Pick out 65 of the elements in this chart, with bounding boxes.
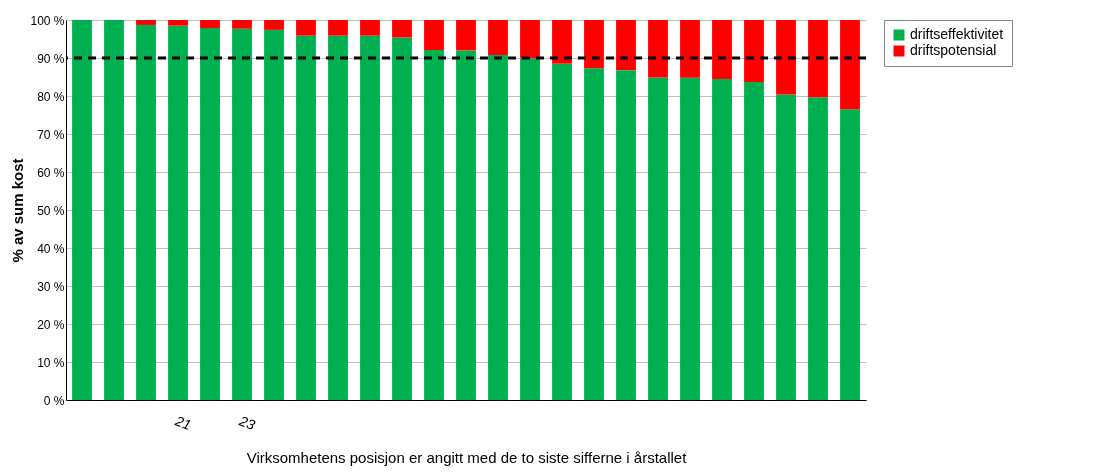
bar	[488, 54, 508, 400]
bar	[360, 20, 380, 36]
bar	[648, 77, 668, 400]
bar	[328, 20, 348, 36]
bar	[488, 20, 508, 55]
bar	[72, 20, 92, 400]
bar	[712, 78, 732, 400]
y-tick-label: 50 %	[37, 203, 65, 218]
bar	[584, 68, 604, 400]
y-tick-label: 100 %	[30, 13, 65, 28]
bar	[616, 70, 636, 400]
bar	[264, 29, 284, 400]
bar	[296, 35, 316, 400]
bar	[520, 20, 540, 59]
bar	[264, 20, 284, 30]
bar	[776, 94, 796, 400]
bar	[200, 27, 220, 400]
legend-label: driftseffektivitet	[910, 26, 1004, 42]
bar	[424, 20, 444, 51]
bar	[168, 20, 188, 26]
bar	[552, 20, 572, 64]
y-tick-label: 20 %	[37, 317, 65, 332]
bar	[168, 25, 188, 400]
bar	[520, 58, 540, 400]
bar	[680, 20, 700, 78]
bar	[328, 35, 348, 400]
bar	[808, 97, 828, 400]
bar	[776, 20, 796, 95]
y-tick-label: 10 %	[37, 355, 65, 370]
bar	[232, 20, 252, 29]
y-axis-title: % av sum kost	[9, 158, 27, 263]
bar	[200, 20, 220, 28]
bar	[296, 20, 316, 36]
bar	[840, 109, 860, 400]
bar	[456, 20, 476, 51]
y-tick-label: 80 %	[37, 89, 65, 104]
bar	[552, 63, 572, 400]
legend-label: driftspotensial	[910, 42, 997, 58]
y-tick-label: 90 %	[37, 51, 65, 66]
bar	[136, 20, 156, 25]
bar	[424, 50, 444, 400]
bar	[136, 24, 156, 400]
bar	[392, 37, 412, 400]
x-tick-label: 21	[172, 412, 194, 433]
x-tick-label: 23	[236, 412, 258, 434]
y-tick-label: 40 %	[37, 241, 65, 256]
bar	[456, 50, 476, 400]
bar	[744, 20, 764, 82]
bar	[712, 20, 732, 79]
bar	[232, 28, 252, 400]
bar	[744, 81, 764, 400]
bar	[360, 35, 380, 400]
bar	[648, 20, 668, 78]
bar	[680, 77, 700, 400]
y-tick-label: 60 %	[37, 165, 65, 180]
bar	[616, 20, 636, 71]
bar	[392, 20, 412, 38]
bar	[104, 20, 124, 400]
y-tick-label: 0 %	[43, 393, 65, 408]
x-axis-title: Virksomhetens posisjon er angitt med de to siste sifferne i årstallet	[246, 448, 688, 466]
bar	[840, 20, 860, 110]
y-tick-label: 30 %	[37, 279, 65, 294]
y-tick-label: 70 %	[37, 127, 65, 142]
bar	[584, 20, 604, 69]
bar	[808, 20, 828, 98]
